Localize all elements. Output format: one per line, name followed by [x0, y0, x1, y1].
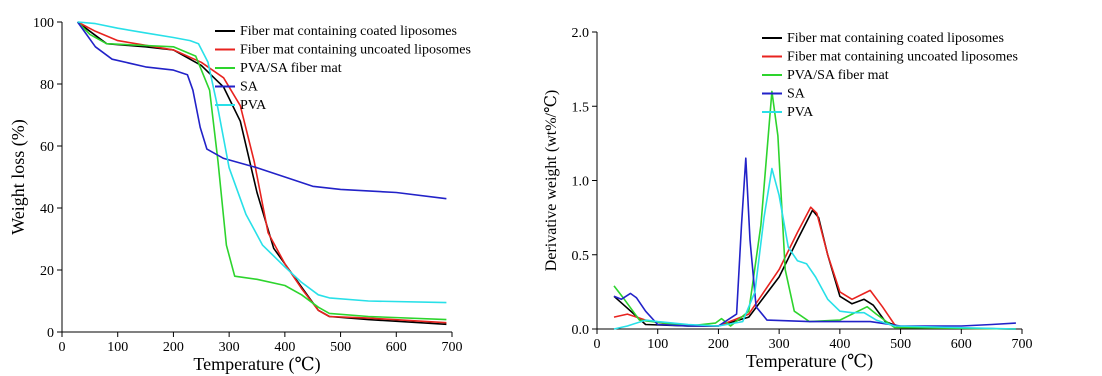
x-tick-label: 600: [951, 337, 972, 352]
y-axis-label: Derivative weight (wt%/℃): [543, 90, 560, 271]
legend-entry-1: Fiber mat containing uncoated liposomes: [240, 43, 471, 58]
series-line-0: [613, 209, 1016, 330]
x-tick-label: 0: [594, 337, 601, 352]
y-tick-label: 0.5: [572, 249, 590, 264]
y-tick-label: 1.5: [572, 100, 590, 115]
y-tick-label: 0: [47, 326, 54, 341]
series-line-4: [613, 167, 1016, 330]
x-tick-label: 400: [829, 337, 850, 352]
series-line-1: [613, 206, 1016, 330]
x-tick-label: 100: [647, 337, 668, 352]
legend-entry-3: SA: [240, 80, 259, 95]
y-tick-label: 20: [40, 264, 54, 279]
legend-entry-4: PVA: [787, 105, 814, 120]
weight-loss-chart: 0 100 200 300 400 500 600 700 0 20 40 60 80 100 Temper…: [8, 16, 471, 375]
y-tick-label: 60: [40, 140, 54, 155]
series-line-3: [76, 21, 447, 200]
legend-entry-1: Fiber mat containing uncoated liposomes: [787, 50, 1018, 65]
y-tick-label: 0.0: [572, 323, 590, 338]
legend-entry-3: SA: [787, 87, 806, 102]
x-axis-label: Temperature (℃): [746, 351, 873, 372]
x-tick-label: 700: [1012, 337, 1033, 352]
y-tick-label: 2.0: [572, 26, 590, 41]
legend-entry-4: PVA: [240, 98, 267, 113]
x-tick-label: 600: [386, 340, 407, 355]
y-tick-label: 100: [33, 16, 54, 31]
legend-entry-0: Fiber mat containing coated liposomes: [787, 31, 1004, 46]
x-axis-label: Temperature (℃): [193, 354, 320, 375]
derivative-weight-chart: 0 100 200 300 400 500 600 700 0.0 0.5 1.0 1.5 2.0 Tem…: [543, 26, 1033, 372]
x-tick-label: 100: [107, 340, 128, 355]
series-line-2: [613, 90, 1016, 330]
x-tick-label: 0: [59, 340, 66, 355]
x-tick-label: 400: [274, 340, 295, 355]
y-tick-label: 40: [40, 202, 54, 217]
series-line-4: [77, 21, 447, 304]
legend-entry-2: PVA/SA fiber mat: [240, 61, 342, 76]
series-line-3: [613, 157, 1016, 327]
x-tick-label: 700: [442, 340, 463, 355]
x-tick-label: 300: [219, 340, 240, 355]
x-tick-label: 300: [769, 337, 790, 352]
y-tick-label: 1.0: [572, 175, 590, 190]
series-line-1: [77, 21, 447, 324]
x-tick-label: 200: [708, 337, 729, 352]
x-tick-label: 200: [163, 340, 184, 355]
y-tick-label: 80: [40, 78, 54, 93]
series-line-2: [77, 21, 447, 321]
legend-entry-0: Fiber mat containing coated liposomes: [240, 24, 457, 39]
x-tick-label: 500: [890, 337, 911, 352]
y-axis-label: Weight loss (%): [8, 119, 29, 235]
legend-entry-2: PVA/SA fiber mat: [787, 68, 889, 83]
x-tick-label: 500: [330, 340, 351, 355]
